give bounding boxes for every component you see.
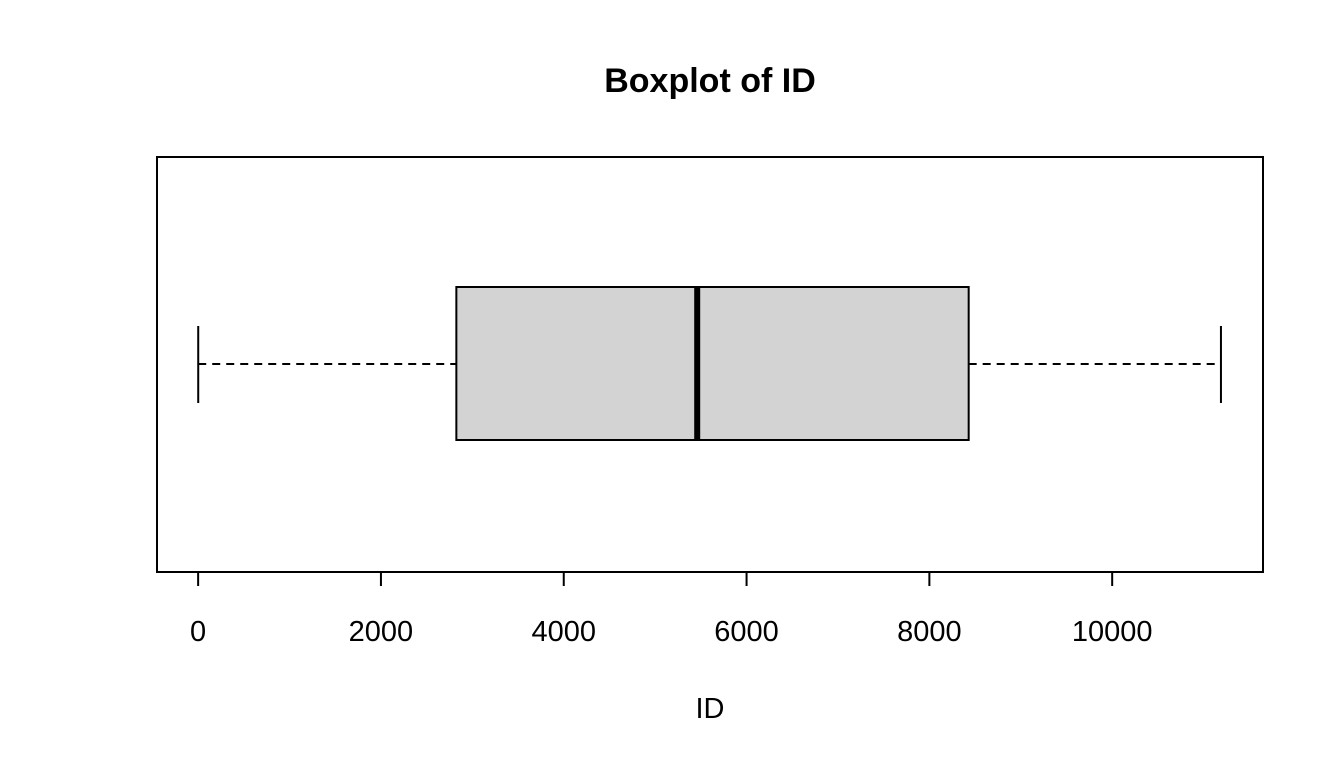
interquartile-box <box>455 286 970 441</box>
chart-title: Boxplot of ID <box>604 62 816 100</box>
x-tick-label: 10000 <box>1072 616 1153 648</box>
x-axis-label: ID <box>696 693 725 725</box>
x-tick-label: 6000 <box>714 616 779 648</box>
x-tick-label: 2000 <box>349 616 414 648</box>
x-axis: 0 2000 4000 6000 8000 10000 <box>190 571 1153 648</box>
x-tick-label: 4000 <box>531 616 596 648</box>
x-tick-label: 0 <box>190 616 206 648</box>
x-tick-label: 8000 <box>897 616 962 648</box>
box-group <box>197 286 1222 441</box>
